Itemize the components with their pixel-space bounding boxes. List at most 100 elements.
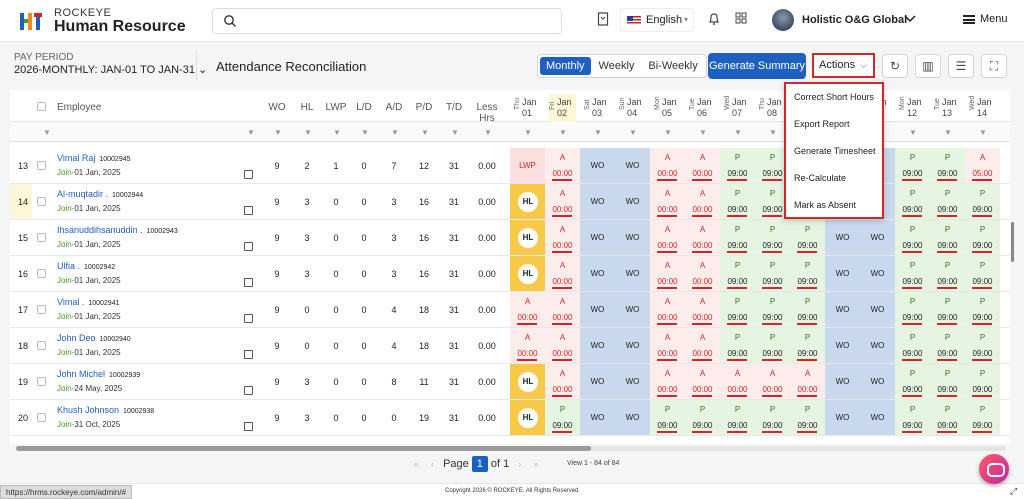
- menu-item-generate-timesheet[interactable]: Generate Timesheet: [794, 146, 876, 156]
- employee-name-link[interactable]: Ihsanuddihsanuddin .: [57, 225, 143, 235]
- tab-weekly[interactable]: Weekly: [598, 60, 635, 72]
- filter-icon[interactable]: ▼: [594, 128, 602, 137]
- prev-page-icon[interactable]: ‹: [431, 459, 435, 469]
- row-checkbox[interactable]: [37, 341, 46, 350]
- apps-grid-icon[interactable]: [735, 12, 747, 24]
- attendance-cell[interactable]: WO: [825, 328, 860, 363]
- attendance-cell[interactable]: P 09:00: [930, 184, 965, 219]
- generate-summary-button[interactable]: Generate Summary: [708, 53, 806, 79]
- attendance-cell[interactable]: A 00:00: [685, 184, 720, 219]
- attendance-cell[interactable]: HL: [510, 400, 545, 435]
- attendance-cell[interactable]: P 09:00: [755, 292, 790, 327]
- attendance-cell[interactable]: WO: [580, 148, 615, 183]
- tab-monthly[interactable]: Monthly: [540, 57, 591, 75]
- attendance-cell[interactable]: WO: [580, 400, 615, 435]
- attendance-cell[interactable]: P 09:00: [720, 256, 755, 291]
- row-checkbox[interactable]: [37, 161, 46, 170]
- attendance-cell[interactable]: P 09:00: [965, 400, 1000, 435]
- attendance-cell[interactable]: HL: [510, 184, 545, 219]
- attendance-cell[interactable]: WO: [580, 292, 615, 327]
- attendance-cell[interactable]: P 09:00: [965, 364, 1000, 399]
- attendance-cell[interactable]: P 09:00: [930, 292, 965, 327]
- attendance-cell[interactable]: WO: [860, 292, 895, 327]
- attendance-cell[interactable]: P 09:00: [720, 400, 755, 435]
- chat-icon[interactable]: [979, 454, 1009, 484]
- attendance-cell[interactable]: A 00:00: [545, 256, 580, 291]
- attendance-cell[interactable]: A 00:00: [650, 220, 685, 255]
- attendance-cell[interactable]: P 09:00: [720, 292, 755, 327]
- column-header-date[interactable]: Tue Jan 13: [934, 94, 961, 122]
- attendance-cell[interactable]: P 09:00: [790, 220, 825, 255]
- columns-button[interactable]: ▥: [915, 54, 941, 78]
- attendance-cell[interactable]: P 09:00: [930, 400, 965, 435]
- column-header-date[interactable]: Mon Jan 12: [899, 94, 926, 122]
- row-checkbox[interactable]: [37, 305, 46, 314]
- column-header-stat[interactable]: L/D: [356, 102, 372, 113]
- attendance-cell[interactable]: A 00:00: [510, 292, 545, 327]
- column-header-date[interactable]: Fri Jan 02: [549, 94, 576, 122]
- filter-icon[interactable]: ▼: [559, 128, 567, 137]
- filter-icon[interactable]: ▼: [769, 128, 777, 137]
- employee-name-link[interactable]: Vimal .: [57, 297, 85, 307]
- refresh-button[interactable]: ↻: [882, 54, 908, 78]
- attendance-cell[interactable]: P 09:00: [895, 328, 930, 363]
- attendance-cell[interactable]: P 09:00: [930, 256, 965, 291]
- attendance-cell[interactable]: P 09:00: [720, 148, 755, 183]
- calendar-icon[interactable]: [244, 350, 253, 359]
- attendance-cell[interactable]: A 00:00: [650, 148, 685, 183]
- attendance-cell[interactable]: WO: [580, 220, 615, 255]
- attendance-cell[interactable]: P 09:00: [895, 220, 930, 255]
- filter-icon[interactable]: ▼: [664, 128, 672, 137]
- attendance-cell[interactable]: P 09:00: [965, 256, 1000, 291]
- employee-name-link[interactable]: Khush Johnson: [57, 405, 120, 415]
- attendance-cell[interactable]: WO: [860, 400, 895, 435]
- attendance-cell[interactable]: WO: [615, 364, 650, 399]
- attendance-cell[interactable]: A 00:00: [755, 364, 790, 399]
- attendance-cell[interactable]: WO: [580, 328, 615, 363]
- next-page-icon[interactable]: ›: [518, 459, 522, 469]
- attendance-cell[interactable]: WO: [860, 328, 895, 363]
- calendar-icon[interactable]: [244, 314, 253, 323]
- column-header-date[interactable]: Tue Jan 06: [689, 94, 716, 122]
- attendance-cell[interactable]: P 09:00: [895, 256, 930, 291]
- filter-icon[interactable]: ▼: [944, 128, 952, 137]
- attendance-cell[interactable]: P 09:00: [790, 292, 825, 327]
- filter-icon[interactable]: ▼: [333, 128, 341, 137]
- attendance-cell[interactable]: LWP: [510, 148, 545, 183]
- column-header-stat[interactable]: WO: [268, 102, 286, 113]
- attendance-cell[interactable]: P 09:00: [685, 400, 720, 435]
- calendar-icon[interactable]: [244, 386, 253, 395]
- attendance-cell[interactable]: A 00:00: [720, 364, 755, 399]
- attendance-cell[interactable]: P 09:00: [930, 148, 965, 183]
- employee-name-link[interactable]: Ulfia .: [57, 261, 81, 271]
- menu-item-correct-short-hours[interactable]: Correct Short Hours: [794, 92, 875, 102]
- filter-icon[interactable]: ▼: [909, 128, 917, 137]
- attendance-cell[interactable]: HL: [510, 220, 545, 255]
- first-page-icon[interactable]: «: [414, 459, 420, 469]
- filter-icon[interactable]: ▼: [699, 128, 707, 137]
- current-page[interactable]: 1: [471, 456, 488, 472]
- column-header-date[interactable]: Thu Jan 08: [759, 94, 786, 122]
- attendance-cell[interactable]: P 09:00: [720, 184, 755, 219]
- search-input[interactable]: [212, 8, 562, 34]
- column-header-stat[interactable]: P/D: [415, 102, 433, 113]
- row-checkbox[interactable]: [37, 233, 46, 242]
- attendance-cell[interactable]: WO: [615, 292, 650, 327]
- calendar-icon[interactable]: [244, 170, 253, 179]
- filter-icon[interactable]: ▼: [247, 128, 255, 137]
- attendance-cell[interactable]: WO: [615, 148, 650, 183]
- row-checkbox[interactable]: [37, 413, 46, 422]
- attendance-cell[interactable]: A 00:00: [650, 328, 685, 363]
- attendance-cell[interactable]: WO: [825, 292, 860, 327]
- row-checkbox[interactable]: [37, 269, 46, 278]
- attendance-cell[interactable]: A 00:00: [545, 184, 580, 219]
- filter-icon[interactable]: ▼: [361, 128, 369, 137]
- attendance-cell[interactable]: P 09:00: [930, 328, 965, 363]
- filter-icon[interactable]: ▼: [451, 128, 459, 137]
- attendance-cell[interactable]: A 00:00: [685, 148, 720, 183]
- row-checkbox[interactable]: [37, 377, 46, 386]
- employee-name-link[interactable]: John Deo: [57, 333, 96, 343]
- scrollbar-thumb[interactable]: [16, 446, 591, 451]
- column-header-date[interactable]: Mon Jan 05: [654, 94, 681, 122]
- attendance-cell[interactable]: WO: [615, 184, 650, 219]
